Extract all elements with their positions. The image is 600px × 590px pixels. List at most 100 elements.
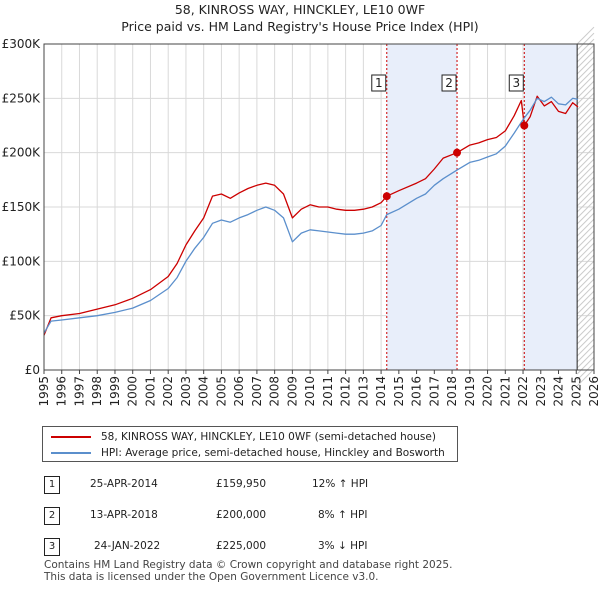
transaction-number: 1 <box>44 476 60 494</box>
forecast-hatch <box>576 26 595 387</box>
x-tick-label: 2002 <box>161 376 175 407</box>
hatch-line <box>576 308 595 327</box>
y-tick-label: £200K <box>2 146 42 160</box>
hatch-line <box>576 284 595 303</box>
shaded-period <box>524 44 578 370</box>
legend-item-property: 58, KINROSS WAY, HINCKLEY, LE10 0WF (sem… <box>51 429 436 444</box>
hatch-line <box>576 50 595 69</box>
hatch-line <box>576 224 595 243</box>
x-tick-label: 2022 <box>516 376 530 407</box>
transaction-row: 3 24-JAN-2022 £225,000 3% ↓ HPI <box>44 538 584 556</box>
hatch-line <box>576 230 595 249</box>
hatch-line <box>576 236 595 255</box>
x-tick-label: 2005 <box>214 376 228 407</box>
x-tick-label: 2014 <box>374 376 388 407</box>
chart-title: 58, KINROSS WAY, HINCKLEY, LE10 0WF <box>174 2 426 17</box>
x-tick-label: 2007 <box>250 376 264 407</box>
footer-line-2: This data is licensed under the Open Gov… <box>44 571 379 583</box>
hatch-line <box>576 182 595 201</box>
hatch-line <box>576 32 595 51</box>
x-tick-label: 2013 <box>356 376 370 407</box>
hatch-line <box>576 56 595 75</box>
hatch-line <box>576 260 595 279</box>
hatch-line <box>576 254 595 273</box>
hatch-line <box>576 188 595 207</box>
hatch-line <box>576 152 595 171</box>
legend: 58, KINROSS WAY, HINCKLEY, LE10 0WF (sem… <box>42 426 458 462</box>
transaction-hpi: 3% ↓ HPI <box>318 540 368 552</box>
hatch-line <box>576 356 595 375</box>
hpi-line <box>43 96 579 334</box>
x-tick-label: 2015 <box>392 376 406 407</box>
y-tick-label: £300K <box>2 37 42 51</box>
x-tick-label: 2004 <box>197 376 211 407</box>
sale-label: 1 <box>375 76 383 90</box>
x-tick-label: 2000 <box>126 376 140 407</box>
hatch-line <box>576 242 595 261</box>
hatch-line <box>576 302 595 321</box>
x-tick-label: 2003 <box>179 376 193 407</box>
hatch-line <box>576 206 595 225</box>
hatch-line <box>576 98 595 117</box>
hatch-line <box>576 134 595 153</box>
footer: Contains HM Land Registry data © Crown c… <box>44 559 452 583</box>
hatch-line <box>576 140 595 159</box>
shaded-period <box>386 44 458 370</box>
y-tick-label: £0 <box>25 363 40 377</box>
x-tick-label: 2016 <box>410 376 424 407</box>
hatch-line <box>576 218 595 237</box>
transaction-number: 2 <box>44 507 60 525</box>
hatch-line <box>576 194 595 213</box>
x-tick-label: 2017 <box>427 376 441 407</box>
hatch-line <box>576 212 595 231</box>
hatch-line <box>576 272 595 291</box>
hatch-line <box>576 278 595 297</box>
x-tick-label: 2021 <box>498 376 512 407</box>
property-price-line <box>43 95 579 336</box>
x-tick-label: 2006 <box>232 376 246 407</box>
price-chart: 1 2 3 £0 £50K £100K £150K £200K £250K £300K 1995 1… <box>2 26 600 407</box>
sale-point <box>382 192 391 201</box>
hatch-line <box>576 200 595 219</box>
hatch-line <box>576 44 595 63</box>
transaction-price: £159,950 <box>216 478 267 490</box>
x-tick-label: 2019 <box>463 376 477 407</box>
hatch-line <box>576 350 595 369</box>
sale-label-box <box>371 74 387 92</box>
x-tick-label: 2023 <box>534 376 548 407</box>
transaction-price: £225,000 <box>216 540 267 552</box>
x-tick-label: 2008 <box>268 376 282 407</box>
hatch-line <box>576 146 595 165</box>
y-tick-label: £250K <box>2 91 42 105</box>
hatch-line <box>576 176 595 195</box>
footer-line-1: Contains HM Land Registry data © Crown c… <box>44 559 453 571</box>
hatch-line <box>576 122 595 141</box>
chart-subtitle: Price paid vs. HM Land Registry's House … <box>121 19 479 34</box>
hatch-line <box>576 326 595 345</box>
sale-label-box <box>508 74 524 92</box>
hatch-line <box>576 86 595 105</box>
hatch-line <box>576 248 595 267</box>
hatch-line <box>576 314 595 333</box>
transaction-row: 1 25-APR-2014 £159,950 12% ↑ HPI <box>44 476 584 494</box>
x-tick-label: 2018 <box>445 376 459 407</box>
legend-swatch-blue <box>51 451 91 454</box>
transaction-date: 25-APR-2014 <box>90 478 158 490</box>
hatch-line <box>576 104 595 123</box>
hatch-line <box>576 266 595 285</box>
x-tick-label: 1995 <box>37 376 51 407</box>
hatch-line <box>576 92 595 111</box>
hatch-line <box>576 116 595 135</box>
transaction-price: £200,000 <box>216 509 267 521</box>
hatch-line <box>576 80 595 99</box>
x-tick-label: 2026 <box>587 376 600 407</box>
transaction-hpi: 8% ↑ HPI <box>318 509 368 521</box>
hatch-line <box>576 170 595 189</box>
x-tick-label: 2024 <box>552 376 566 407</box>
x-tick-label: 2012 <box>339 376 353 407</box>
sale-label: 3 <box>512 76 520 90</box>
y-tick-label: £100K <box>2 254 42 268</box>
hatch-line <box>576 26 595 45</box>
x-tick-label: 1999 <box>108 376 122 407</box>
legend-label-hpi: HPI: Average price, semi-detached house,… <box>101 446 445 459</box>
